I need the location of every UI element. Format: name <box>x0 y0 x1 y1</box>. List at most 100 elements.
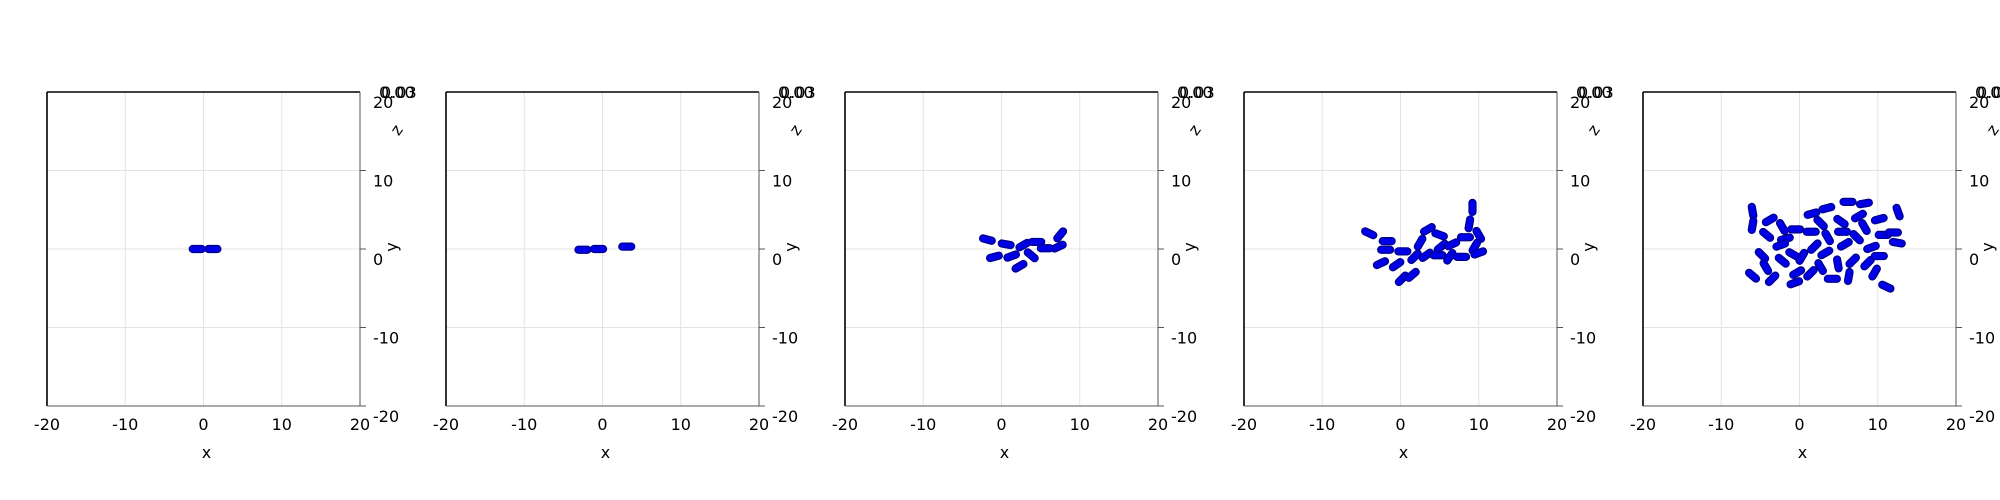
rod-marker <box>1464 215 1475 233</box>
z-axis-label: z <box>386 121 406 139</box>
rod-marker <box>1759 259 1773 276</box>
y-tick-label: 10 <box>373 172 393 191</box>
x-tick-label: 20 <box>1547 415 1567 434</box>
rod-marker <box>1456 233 1475 242</box>
z-tick-label: 0.00 <box>1975 83 2000 102</box>
y-tick-label: -20 <box>373 407 399 426</box>
rod-marker <box>1892 203 1904 221</box>
x-tick-label: -10 <box>1309 415 1335 434</box>
rod-marker <box>1855 198 1873 209</box>
rod-marker <box>1878 280 1895 293</box>
rod-marker <box>997 239 1015 250</box>
rod-marker <box>1774 253 1790 268</box>
rod-marker <box>1472 226 1486 243</box>
rod-marker <box>1786 277 1804 289</box>
x-tick-label: 10 <box>1469 415 1489 434</box>
rod-marker <box>204 244 222 254</box>
x-tick-label: -20 <box>34 415 60 434</box>
z-axis-label: z <box>1184 121 1204 139</box>
rod-marker <box>1023 248 1039 263</box>
rod-marker <box>1789 266 1806 279</box>
rod-marker <box>1745 268 1761 283</box>
y-axis-label: y <box>1579 242 1598 251</box>
y-tick-label: -10 <box>1570 329 1596 348</box>
rod-marker <box>1468 198 1477 216</box>
rod-marker <box>1870 251 1888 261</box>
y-tick-label: -10 <box>373 329 399 348</box>
rod-marker <box>1470 247 1488 259</box>
rod-marker <box>1028 237 1046 247</box>
y-tick-label: -20 <box>1171 407 1197 426</box>
x-axis-label: x <box>601 443 610 462</box>
y-tick-label: 0 <box>1570 250 1580 269</box>
x-axis-label: x <box>1798 443 1807 462</box>
y-tick-label: 0 <box>373 250 383 269</box>
z-tick-label: 0.00 <box>778 83 814 102</box>
x-tick-label: -10 <box>112 415 138 434</box>
rod-marker <box>188 244 206 254</box>
y-tick-label: -20 <box>772 407 798 426</box>
x-tick-label: -10 <box>910 415 936 434</box>
rod-marker <box>574 245 592 254</box>
z-tick-label: 0.03 <box>1578 83 1614 102</box>
z-tick-label: 0.00 <box>379 83 415 102</box>
rod-marker <box>1747 216 1758 234</box>
y-tick-label: 20 <box>772 93 792 112</box>
x-axis-label: x <box>202 443 211 462</box>
rod-marker <box>1388 258 1405 272</box>
rod-marker <box>1870 213 1888 225</box>
rod-marker <box>1843 267 1854 286</box>
rod-marker <box>1845 253 1860 269</box>
rod-marker <box>1832 255 1843 273</box>
rod-marker <box>1814 259 1827 276</box>
x-tick-label: 10 <box>1070 415 1090 434</box>
y-tick-label: 20 <box>1570 93 1590 112</box>
y-tick-label: -10 <box>1969 329 1995 348</box>
x-tick-label: 10 <box>671 415 691 434</box>
rod-marker <box>1443 249 1457 265</box>
y-tick-label: 20 <box>1171 93 1191 112</box>
y-tick-label: 10 <box>1171 172 1191 191</box>
y-tick-label: 0 <box>1171 250 1181 269</box>
rod-marker <box>589 244 608 254</box>
rod-marker <box>1868 264 1881 281</box>
rod-marker <box>1772 239 1790 251</box>
rod-marker <box>1786 225 1805 234</box>
rod-marker <box>1452 252 1471 261</box>
z-axis-label: z <box>1583 121 1603 139</box>
x-tick-label: 0 <box>996 415 1006 434</box>
rod-marker <box>1839 197 1857 206</box>
rod-marker <box>1821 229 1835 246</box>
z-axis-label: z <box>785 121 805 139</box>
z-tick-label: 0.03 <box>780 83 816 102</box>
z-tick-label: 0.00 <box>1177 83 1213 102</box>
rod-marker <box>1795 248 1809 265</box>
x-tick-label: 20 <box>1148 415 1168 434</box>
z-tick-label: 0.00 <box>1576 83 1612 102</box>
x-tick-label: 20 <box>1946 415 1966 434</box>
x-tick-label: -20 <box>1231 415 1257 434</box>
rod-marker <box>1404 267 1420 282</box>
x-axis-label: x <box>1000 443 1009 462</box>
x-tick-label: -20 <box>433 415 459 434</box>
y-tick-label: 20 <box>1969 93 1989 112</box>
y-axis-label: y <box>1180 242 1199 251</box>
y-tick-label: -10 <box>1171 329 1197 348</box>
y-tick-label: -20 <box>1570 407 1596 426</box>
rod-marker <box>1053 227 1068 243</box>
x-tick-label: 0 <box>1794 415 1804 434</box>
rod-marker <box>1419 223 1436 236</box>
rod-marker <box>1807 239 1822 254</box>
rod-marker <box>1377 245 1395 254</box>
rod-marker <box>618 242 636 251</box>
x-axis-label: x <box>1399 443 1408 462</box>
x-tick-label: 20 <box>350 415 370 434</box>
rod-marker <box>1431 229 1448 241</box>
x-tick-label: 10 <box>1868 415 1888 434</box>
rod-marker <box>1378 237 1396 246</box>
y-axis-label: y <box>1978 242 1997 251</box>
